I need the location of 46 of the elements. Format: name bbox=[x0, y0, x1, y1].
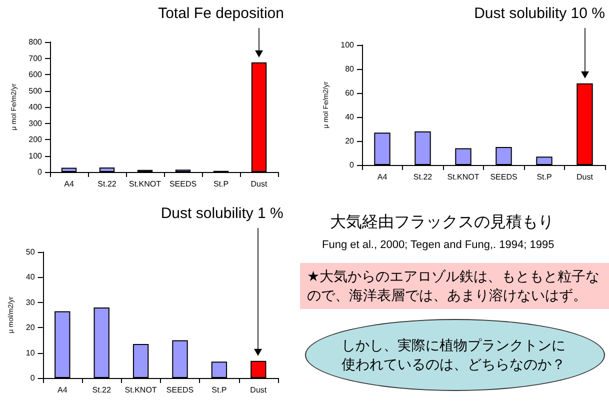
y-tick-label: 300 bbox=[28, 118, 43, 128]
text: Dust solubility 1 % bbox=[160, 205, 284, 222]
y-tick-label: 20 bbox=[26, 323, 36, 332]
y-tick-label: 200 bbox=[28, 135, 43, 144]
y-tick-label: 10 bbox=[26, 348, 36, 358]
x-tick-label: SEEDS bbox=[169, 180, 197, 188]
text: ★大気からのエアロゾル鉄は、もともと粒子なので、海洋表層では、あまり溶けないはず。 bbox=[307, 267, 601, 305]
y-tick-label: 60 bbox=[345, 88, 355, 98]
y-tick-label: 20 bbox=[345, 136, 355, 146]
x-tick-label: St.22 bbox=[92, 386, 112, 394]
x-tick-label: Dust bbox=[576, 172, 594, 182]
y-tick-label: 800 bbox=[28, 38, 43, 46]
text: Fung et al., 2000; Tegen and Fung,. 1994; 1995 bbox=[322, 239, 556, 251]
y-tick-label: 40 bbox=[345, 112, 355, 122]
y-tick-label: 0 bbox=[30, 374, 36, 382]
x-tick-label: St.22 bbox=[413, 172, 433, 182]
y-tick-label: 700 bbox=[28, 54, 43, 63]
y-tick-label: 40 bbox=[26, 272, 36, 282]
x-tick-label: St.22 bbox=[98, 180, 117, 188]
x-tick-label: A4 bbox=[58, 386, 68, 394]
x-tick-label: Dust bbox=[250, 180, 268, 188]
x-tick-label: SEEDS bbox=[166, 386, 194, 394]
y-tick-label: 50 bbox=[26, 248, 36, 256]
x-tick-label: A4 bbox=[377, 172, 388, 182]
text: Total Fe deposition bbox=[158, 5, 284, 22]
y-tick-label: 100 bbox=[340, 40, 355, 50]
y-tick-label: 0 bbox=[38, 168, 43, 176]
text: Dust solubility 10 % bbox=[474, 5, 605, 22]
y-tick-label: 400 bbox=[28, 102, 43, 112]
y-tick-label: 80 bbox=[345, 64, 355, 74]
x-tick-label: SEEDS bbox=[490, 172, 518, 182]
x-tick-label: St.P bbox=[212, 386, 227, 394]
x-tick-label: St.P bbox=[536, 172, 552, 182]
x-tick-label: St.P bbox=[213, 180, 229, 188]
text: 大気経由フラックスの見積もり bbox=[330, 212, 555, 233]
y-tick-label: 500 bbox=[28, 86, 43, 96]
x-tick-label: St.KNOT bbox=[124, 386, 157, 394]
x-tick-label: St.KNOT bbox=[128, 180, 162, 188]
x-tick-label: A4 bbox=[64, 180, 74, 188]
y-tick-label: 30 bbox=[26, 298, 36, 307]
ellipse-callout: しかし、実際に植物プランクトンに使われているのは、どちらなのか？ bbox=[304, 319, 604, 391]
x-tick-label: St.KNOT bbox=[447, 172, 480, 182]
y-tick-label: 100 bbox=[28, 151, 43, 160]
y-tick-label: 0 bbox=[350, 160, 355, 170]
x-tick-label: Dust bbox=[250, 386, 268, 394]
y-tick-label: 600 bbox=[28, 70, 43, 79]
